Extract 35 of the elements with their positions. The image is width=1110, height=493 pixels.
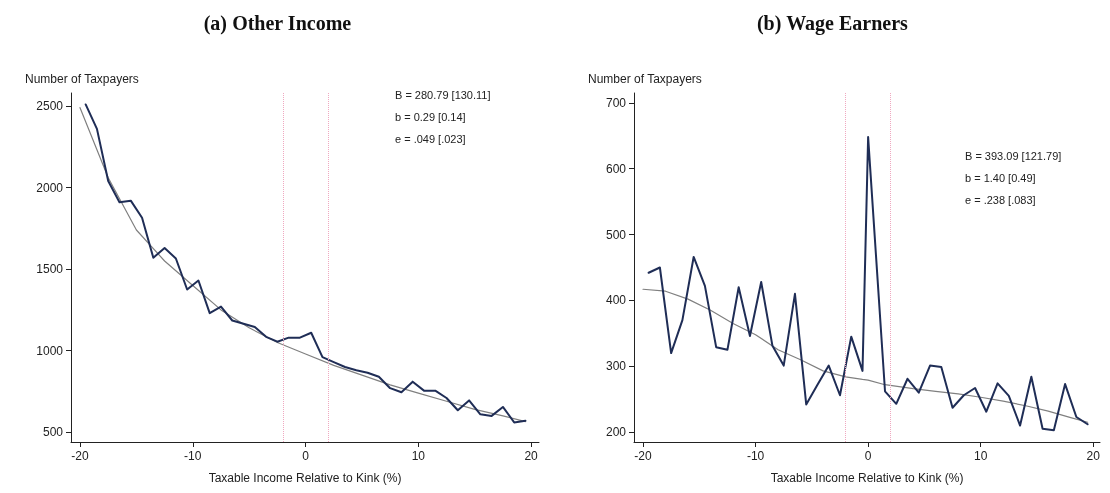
- y-tick-label: 2500: [36, 99, 64, 114]
- x-tick-label: -20: [71, 449, 90, 463]
- y-tick-label: 1500: [36, 262, 64, 277]
- annotation: B = 393.09 [121.79]: [965, 149, 1062, 162]
- x-tick-label: -10: [746, 449, 765, 463]
- x-tick-label: 0: [302, 449, 310, 463]
- x-tick-label: 10: [411, 449, 426, 463]
- y-tick-label: 600: [605, 161, 627, 176]
- y-tick-label: 500: [42, 425, 64, 440]
- y-tick-label: 500: [605, 227, 627, 242]
- annotation: e = .049 [.023]: [395, 132, 466, 145]
- y-tick-label: 300: [605, 359, 627, 374]
- x-tick-label: 0: [864, 449, 872, 463]
- y-tick-label: 1000: [36, 343, 64, 358]
- chart-title: (a) Other Income: [203, 12, 352, 35]
- annotation: b = 0.29 [0.14]: [395, 110, 466, 123]
- y-axis-title: Number of Taxpayers: [588, 72, 702, 86]
- y-tick-label: 2000: [36, 180, 64, 195]
- x-tick-label: 20: [524, 449, 539, 463]
- annotation: b = 1.40 [0.49]: [965, 171, 1036, 184]
- annotation: e = .238 [.083]: [965, 193, 1036, 206]
- x-tick-label: -10: [184, 449, 202, 463]
- annotation: B = 280.79 [130.11]: [395, 88, 491, 101]
- x-axis-title: Taxable Income Relative to Kink (%): [770, 471, 964, 485]
- line-series: [642, 288, 1089, 423]
- y-axis-title: Number of Taxpayers: [25, 72, 139, 86]
- x-tick-label: 20: [1086, 449, 1101, 463]
- x-axis-title: Taxable Income Relative to Kink (%): [208, 471, 402, 485]
- chart-title: (b) Wage Earners: [756, 12, 909, 35]
- y-tick-label: 400: [605, 293, 627, 308]
- line-series: [647, 136, 1089, 432]
- x-tick-label: 10: [974, 449, 988, 463]
- y-tick-label: 700: [605, 95, 627, 110]
- x-tick-label: -20: [634, 449, 652, 463]
- y-tick-label: 200: [605, 425, 627, 440]
